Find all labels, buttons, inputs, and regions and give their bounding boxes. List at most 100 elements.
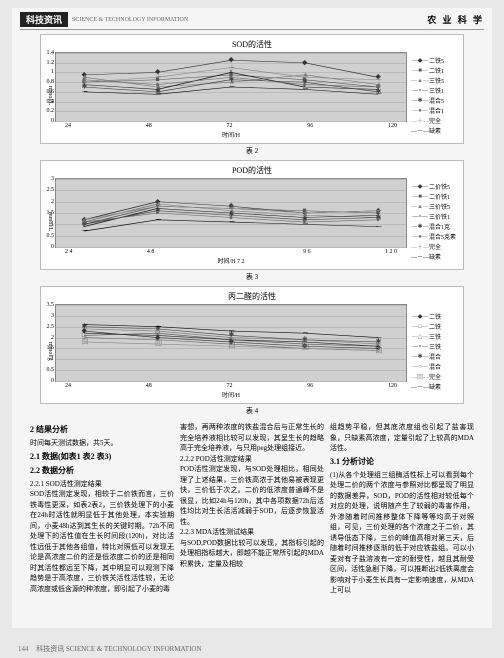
legend-label: 缺素 [429, 252, 441, 261]
heading: 2 结果分析 [30, 424, 174, 436]
subheading: 2.2.1 SOD活性测定结果 [30, 479, 174, 490]
legend-marker: —○— [413, 364, 427, 370]
legend-item: —◆—二铁5 [413, 56, 457, 65]
y-tick: 0.4 [47, 99, 55, 105]
y-tick: 1.5 [47, 210, 55, 216]
heading: 2.1 数据(如表1 表2 表3) [30, 451, 174, 463]
x-tick: 96 [307, 123, 313, 129]
footer-text: 科技资讯 SCIENCE & TECHNOLOGY INFORMATION [36, 645, 201, 653]
x-axis: 24487296120 [55, 122, 407, 129]
table-caption: 表 4 [20, 406, 484, 416]
chart-panel: POD的活性mmol/L00.511.522.53◆◆◆◆◆■■■■■▲▲▲▲▲… [40, 160, 464, 270]
x-axis: 2 44 89 61 2 0 [55, 248, 407, 255]
legend-label: 混合1 [429, 106, 444, 115]
legend-marker: —△— [413, 333, 427, 340]
page-number: 144 [18, 645, 29, 653]
subheading: 2.2.2 POD活性测定结果 [180, 454, 324, 465]
chart-title: 丙二醛的活性 [47, 291, 457, 302]
y-tick: 2.5 [47, 187, 55, 193]
legend-item: —◆—二价铁5 [413, 182, 457, 191]
legend-marker: —◆— [413, 313, 427, 320]
y-tick: 0 [51, 244, 54, 250]
plot-area: 00.511.522.53◆◆◆◆◆■■■■■▲▲▲▲▲×××××✱✱✱✱✱●●… [55, 178, 407, 248]
x-tick: 96 [307, 383, 313, 389]
x-tick: 120 [388, 123, 397, 129]
y-tick: 1.2 [47, 60, 55, 66]
legend: —◆—二价铁5 —■—二价铁1—▲—三价铁5—×—三价铁1—✱—混合1克—●—混合… [407, 178, 457, 265]
legend-marker: —✱— [413, 353, 427, 360]
legend-label: 三价铁1 [429, 212, 450, 221]
x-tick: 24 [65, 383, 71, 389]
legend-item: —－—缺素 [413, 126, 457, 135]
column-1: 2 结果分析 时间每天测试数据，共5天。 2.1 数据(如表1 表2 表3) 2… [30, 422, 174, 596]
legend-label: 三铁1 [429, 86, 444, 95]
legend-item: —回—完全 [413, 372, 457, 381]
legend-item: —●—混合5克素 [413, 232, 457, 241]
y-tick: 0.8 [47, 79, 55, 85]
legend-marker: —✱— [413, 223, 427, 230]
column-3: 组趋势平稳，但其底浓度组也引起了盐害现象，只缺素高浓度，定量引起了上较高的MDA… [330, 422, 474, 596]
y-tick: 3 [51, 176, 54, 182]
legend-label: 三价铁5 [429, 202, 450, 211]
y-tick: 1.5 [47, 345, 55, 351]
x-axis-label: 时间/H 7 2 [55, 256, 407, 265]
legend-label: 混合 [429, 352, 441, 361]
y-tick: 0.5 [47, 367, 55, 373]
y-tick: 0 [51, 118, 54, 124]
y-tick: 2 [51, 199, 54, 205]
legend-label: 二价铁5 [429, 182, 450, 191]
x-tick: 72 [227, 383, 233, 389]
legend-item: —□—二铁 [413, 322, 457, 331]
x-tick: 4 8 [147, 249, 155, 255]
journal-sub: SCIENCE & TECHNOLOGY INFORMATION [72, 17, 188, 23]
legend-label: 混合1克 [429, 222, 450, 231]
paragraph: 害想，再两种浓度的铁盐混合后与正常生长的完全培养液相比较可以发现，其呈生长的趋略… [180, 422, 324, 454]
legend-marker: —×— [413, 88, 427, 94]
x-tick: 24 [65, 123, 71, 129]
y-tick: 2.5 [47, 324, 55, 330]
x-axis: 24487296120 [55, 382, 407, 389]
legend-marker: —＋— [413, 242, 427, 251]
legend-item: —○—混合 [413, 362, 457, 371]
legend-label: 二铁5 [429, 56, 444, 65]
chart-panel: SOD的活性mmol/L00.20.40.60.811.21.4◆◆◆◆◆■■■… [40, 34, 464, 144]
y-tick: 1 [51, 69, 54, 75]
x-tick: 9 6 [303, 249, 311, 255]
legend-marker: —×— [413, 214, 427, 220]
y-tick: 3.5 [47, 302, 55, 308]
chart-title: SOD的活性 [47, 39, 457, 50]
legend-item: —✱—混合5 [413, 96, 457, 105]
legend-marker: —●— [413, 234, 427, 240]
y-tick: 1.4 [47, 50, 55, 56]
y-tick: 0.6 [47, 89, 55, 95]
body-columns: 2 结果分析 时间每天测试数据，共5天。 2.1 数据(如表1 表2 表3) 2… [30, 422, 474, 596]
legend-label: 二价铁1 [429, 192, 450, 201]
legend-marker: —×— [413, 344, 427, 350]
legend-label: 缺素 [429, 382, 441, 391]
legend-label: 三铁5 [429, 76, 444, 85]
y-tick: 0 [51, 378, 54, 384]
x-axis-label: 时间/H [55, 390, 407, 399]
legend-item: —▲—三铁5 [413, 76, 457, 85]
x-tick: 48 [146, 123, 152, 129]
y-tick: 0.5 [47, 233, 55, 239]
journal-badge: 科技资讯 [20, 12, 68, 27]
legend-item: —●—混合1 [413, 106, 457, 115]
y-tick: 2 [51, 335, 54, 341]
legend-label: 混合 [429, 362, 441, 371]
legend-marker: —■— [413, 68, 427, 74]
section-title: 农 业 科 学 [427, 13, 484, 26]
legend-marker: —▲— [413, 204, 427, 210]
table-caption: 表 3 [20, 272, 484, 282]
legend-item: —－—缺素 [413, 252, 457, 261]
legend-marker: —回— [413, 372, 427, 381]
legend-label: 完全 [429, 372, 441, 381]
legend-label: 混合5 [429, 96, 444, 105]
paragraph: 时间每天测试数据，共5天。 [30, 438, 174, 449]
plot-area: 00.20.40.60.811.21.4◆◆◆◆◆■■■■■▲▲▲▲▲×××××… [55, 52, 407, 122]
legend: —◆—二铁5—■—二铁1—▲—三铁5—×—三铁1—✱—混合5—●—混合1—＋—完… [407, 52, 457, 139]
legend-marker: —▲— [413, 78, 427, 84]
legend-item: —✱—混合 [413, 352, 457, 361]
legend-marker: —■— [413, 194, 427, 200]
legend-item: —＋—完全 [413, 116, 457, 125]
